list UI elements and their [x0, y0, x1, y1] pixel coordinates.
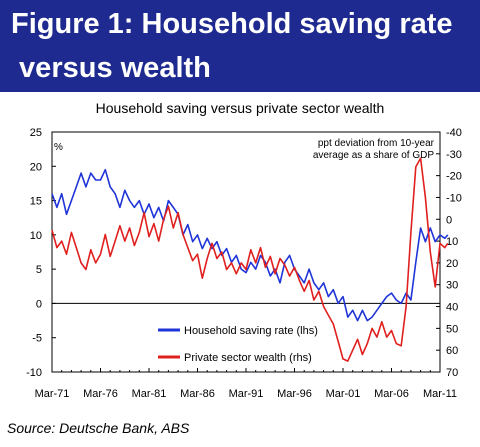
legend-label: Private sector wealth (rhs)	[184, 352, 312, 364]
left-axis-tick-label: 25	[30, 127, 42, 139]
left-axis-unit: %	[54, 142, 63, 153]
chart-title: Household saving versus private sector w…	[95, 100, 385, 116]
left-axis-tick-label: -10	[26, 367, 42, 379]
x-axis-tick-label: Mar-81	[132, 388, 167, 400]
x-axis-tick-label: Mar-71	[35, 388, 70, 400]
right-axis-tick-label: 10	[446, 236, 458, 248]
series-line-household-saving	[51, 168, 449, 322]
figure-heading-banner: Figure 1: Household saving rate versus w…	[0, 0, 480, 92]
right-axis-tick-label: 30	[446, 280, 458, 292]
left-axis-tick-label: 20	[30, 161, 42, 173]
x-axis-tick-label: Mar-11	[423, 388, 457, 400]
right-axis-tick-label: -30	[446, 149, 462, 161]
right-axis-tick-label: -20	[446, 171, 462, 183]
figure-heading-line1: Figure 1: Household saving rate	[11, 8, 453, 40]
x-axis-tick-label: Mar-96	[277, 388, 312, 400]
right-axis-tick-label: -40	[446, 127, 462, 139]
left-axis-tick-label: 0	[36, 298, 42, 310]
source-note: Source: Deutsche Bank, ABS	[7, 420, 190, 436]
right-axis-note: ppt deviation from 10-year	[318, 138, 435, 149]
x-axis-tick-label: Mar-76	[83, 388, 118, 400]
left-axis-tick-label: -5	[32, 333, 42, 345]
left-axis-tick-label: 5	[36, 264, 42, 276]
right-axis-tick-label: 20	[446, 258, 458, 270]
right-axis-note: average as a share of GDP	[313, 150, 435, 161]
x-axis-tick-label: Mar-86	[180, 388, 215, 400]
x-axis-tick-label: Mar-06	[374, 388, 409, 400]
right-axis-tick-label: 40	[446, 302, 458, 314]
right-axis-tick-label: 50	[446, 323, 458, 335]
left-axis-tick-label: 15	[30, 196, 42, 208]
right-axis-tick-label: 60	[446, 345, 458, 357]
series-line-private-wealth	[51, 157, 449, 362]
legend-label: Household saving rate (lhs)	[184, 325, 318, 337]
left-axis-tick-label: 10	[30, 230, 42, 242]
right-axis-tick-label: -10	[446, 192, 462, 204]
x-axis-tick-label: Mar-01	[326, 388, 361, 400]
figure-heading-line2: versus wealth	[11, 52, 211, 84]
right-axis-tick-label: 70	[446, 367, 458, 379]
x-axis-tick-label: Mar-91	[229, 388, 264, 400]
right-axis-tick-label: 0	[446, 214, 452, 226]
